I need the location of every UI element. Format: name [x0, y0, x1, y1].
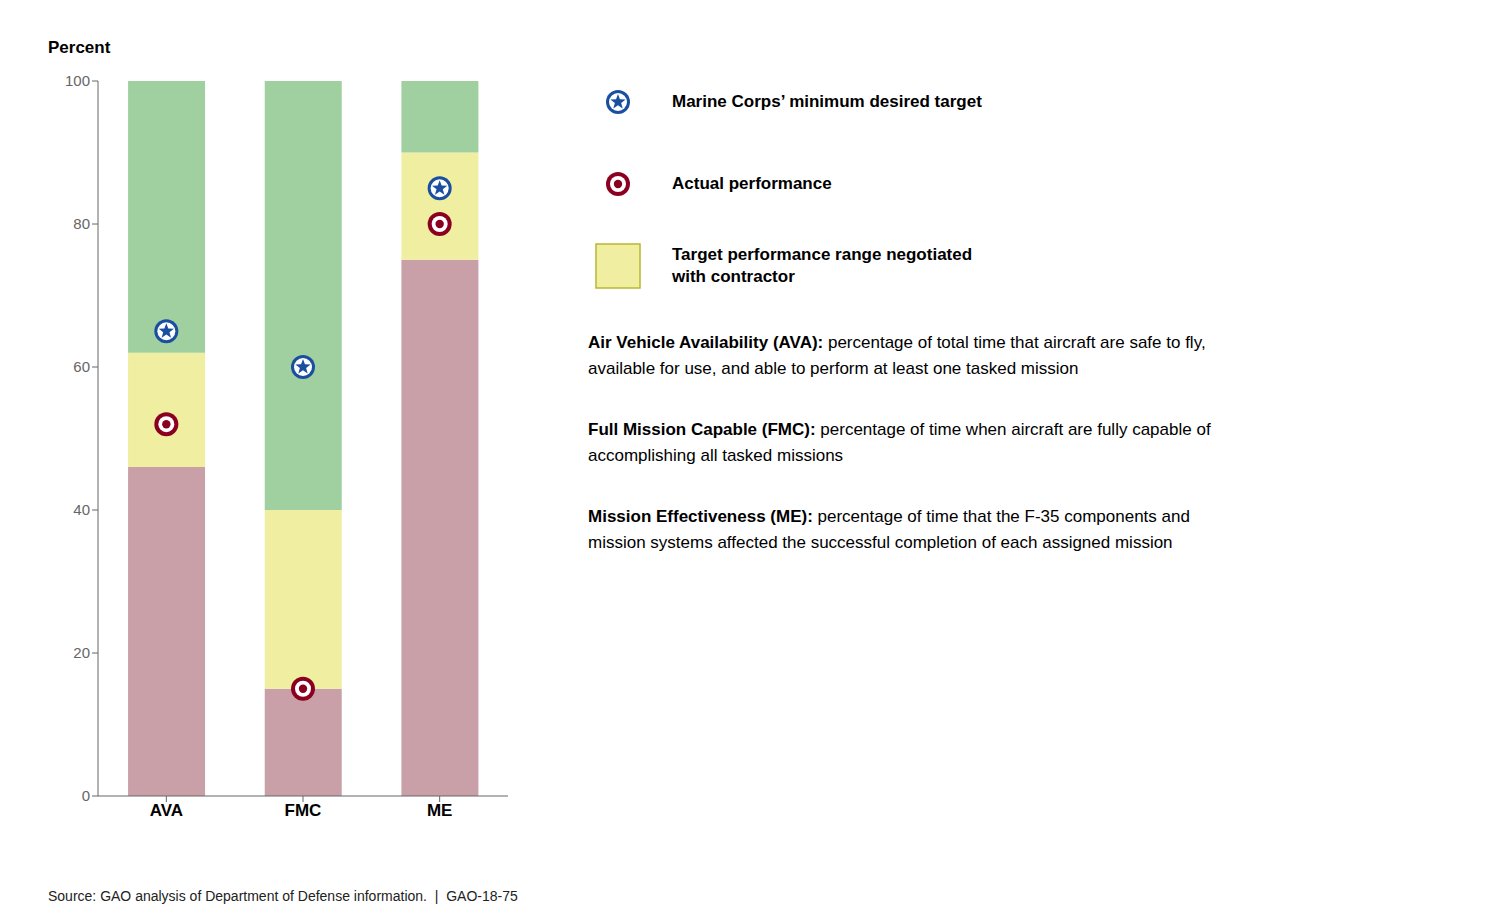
html-text:with contractor: with contractor: [672, 267, 795, 286]
html-text:Target performance range negot: Target performance range negotiated: [672, 244, 973, 264]
svg-text:80: 80: [73, 215, 90, 232]
html-text:Air Vehicle Availability (AVA): Air Vehicle Availability (AVA): percenta…: [588, 333, 1206, 378]
html-text:Source: GAO analysis of Depart: Source: GAO analysis of Department of De…: [48, 888, 518, 904]
svg-text:100: 100: [65, 72, 90, 89]
svg-text:20: 20: [73, 644, 90, 661]
html-text:Actual performance: Actual performance: [672, 174, 832, 193]
svg-text:0: 0: [82, 787, 90, 804]
svg-text:40: 40: [73, 501, 90, 518]
html-text:Mission Effectiveness (ME): pe: Mission Effectiveness (ME): percentage o…: [588, 507, 1190, 552]
html-text:Marine Corps’ minimum desired: Marine Corps’ minimum desired target: [672, 92, 982, 111]
svg-text:ME: ME: [427, 801, 453, 820]
html-text:Full Mission Capable (FMC): pe: Full Mission Capable (FMC): percentage o…: [588, 420, 1211, 465]
svg-text:FMC: FMC: [285, 801, 322, 820]
svg-text:60: 60: [73, 358, 90, 375]
html-text:Percent: Percent: [48, 38, 111, 57]
svg-text:AVA: AVA: [150, 801, 183, 820]
